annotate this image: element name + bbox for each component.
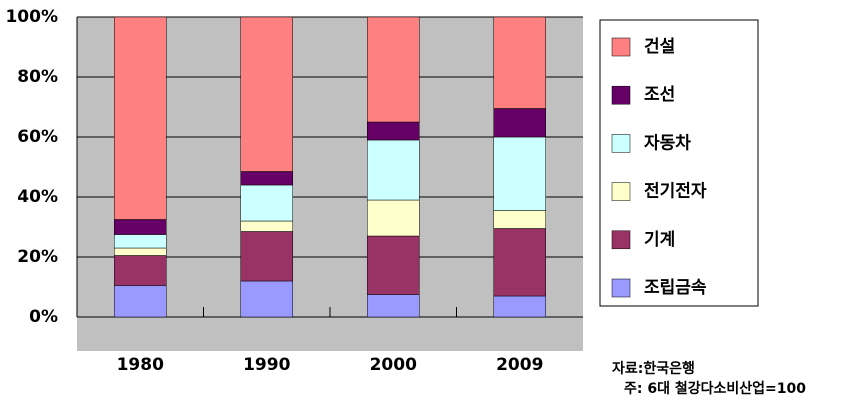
bar-segment [493,136,546,211]
y-tick-label: 20% [17,247,58,267]
legend-box [599,19,759,307]
y-tick-label: 40% [17,187,58,207]
legend-swatch [611,278,631,298]
x-tick-label: 1990 [243,355,290,375]
bar-segment [114,247,167,256]
bar-segment [493,16,546,109]
bar-segment [367,199,420,237]
y-tick-label: 100% [5,7,58,27]
legend-label: 전기전자 [644,182,707,202]
legend-label: 건설 [644,37,675,57]
bar-segment [493,108,546,138]
bar-segment [114,219,167,235]
bar-segment [367,139,420,201]
y-tick-label: 60% [17,127,58,147]
bar-segment [240,184,293,222]
y-tick-label: 80% [17,67,58,87]
bar-segment [367,235,420,295]
x-tick-label: 2009 [496,355,543,375]
y-tick-label: 0% [29,307,58,327]
bar-segment [493,228,546,297]
bar-segment [240,280,293,318]
bar-segment [114,285,167,318]
bar-segment [240,220,293,232]
x-tick-label: 1980 [117,355,164,375]
legend-label: 조선 [644,85,675,105]
x-tick-label: 2000 [370,355,417,375]
bar-segment [114,234,167,249]
legend-swatch [611,230,631,250]
bar-segment [114,255,167,286]
legend-label: 자동차 [644,133,691,153]
bar-segment [367,16,420,123]
legend-swatch [611,37,631,57]
legend-swatch [611,182,631,201]
bar-segment [240,171,293,186]
bar-segment [367,121,420,141]
legend-label: 기계 [644,230,675,250]
legend-label: 조립금속 [644,278,707,298]
legend-swatch [611,85,631,105]
source: 자료:한국은행 [612,361,695,377]
bar-segment [493,210,546,229]
bar-segment [367,294,420,318]
bar-segment [240,16,293,172]
legend-swatch [611,134,631,153]
note: 주: 6대 철강다소비산업=100 [624,380,806,397]
bar-segment [240,231,293,282]
bar-segment [493,295,546,318]
bar-segment [114,16,167,220]
